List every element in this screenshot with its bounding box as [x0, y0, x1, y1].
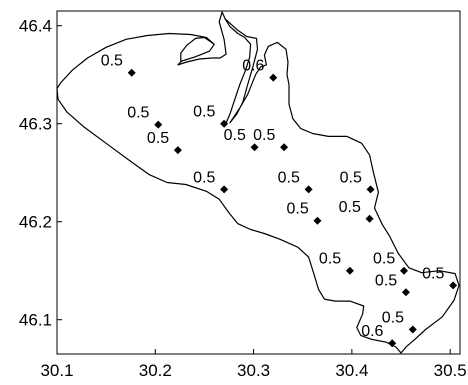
plot-frame [56, 10, 461, 355]
y-tick-label: 46.1 [19, 311, 52, 330]
data-point [388, 339, 397, 348]
river-channel [224, 18, 252, 123]
map-layer [56, 11, 460, 354]
data-point [154, 120, 163, 129]
data-label: 0.5 [147, 130, 169, 147]
data-label: 0.5 [101, 53, 123, 70]
data-label: 0.5 [224, 127, 246, 144]
coastline [56, 11, 460, 354]
data-label: 0.5 [422, 265, 444, 282]
data-label: 0.5 [278, 169, 300, 186]
data-label: 0.5 [382, 310, 404, 327]
data-point [250, 143, 259, 152]
data-label: 0.6 [361, 323, 383, 340]
x-tick-label: 30.4 [335, 361, 368, 380]
x-tick-label: 30.3 [237, 361, 270, 380]
data-label: 0.5 [193, 104, 215, 121]
data-label: 0.5 [373, 251, 395, 268]
data-point [220, 119, 229, 128]
data-label: 0.5 [375, 272, 397, 289]
data-point [365, 214, 374, 223]
data-point [269, 73, 278, 82]
data-point [366, 185, 375, 194]
data-point [449, 281, 458, 290]
y-tick-label: 46.2 [19, 213, 52, 232]
data-label: 0.5 [287, 201, 309, 218]
x-tick-label: 30.1 [40, 361, 73, 380]
y-tick-label: 46.3 [19, 115, 52, 134]
data-point [345, 266, 354, 275]
data-point [401, 288, 410, 297]
data-label: 0.5 [253, 127, 275, 144]
axis-ticks: 30.1 30.2 30.3 30.4 30.5 46.4 46.3 46.2 46.1 [19, 17, 467, 380]
inlet-outline [180, 36, 215, 62]
y-tick-label: 46.4 [19, 17, 52, 36]
data-point [313, 216, 322, 225]
data-label: 0.6 [242, 58, 264, 75]
data-point [408, 325, 417, 334]
points-layer: 0.50.50.50.50.60.5 0.50.5 0.5 0.50.5 0.50.5 0… [101, 53, 458, 348]
data-label: 0.5 [193, 169, 215, 186]
data-point [304, 185, 313, 194]
x-tick-label: 30.5 [434, 361, 467, 380]
data-point [173, 146, 182, 155]
data-point [399, 266, 408, 275]
data-point [280, 143, 289, 152]
x-tick-label: 30.2 [139, 361, 172, 380]
data-point [220, 185, 229, 194]
data-point [127, 68, 136, 77]
data-label: 0.5 [319, 251, 341, 268]
data-label: 0.5 [127, 105, 149, 122]
data-label: 0.5 [340, 169, 362, 186]
data-label: 0.5 [339, 199, 361, 216]
